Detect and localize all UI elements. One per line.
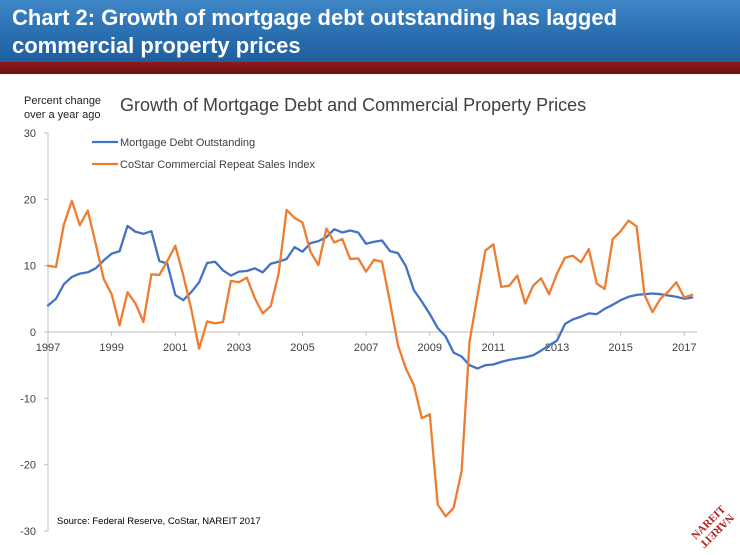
y-tick-label: -10	[20, 393, 36, 405]
series-line-0	[46, 224, 694, 370]
chart-title: Growth of Mortgage Debt and Commercial P…	[120, 95, 587, 115]
x-tick-label: 1997	[36, 342, 60, 354]
x-tick-label: 2009	[418, 342, 442, 354]
x-tick-label: 2005	[290, 342, 314, 354]
source-note: Source: Federal Reserve, CoStar, NAREIT …	[57, 516, 261, 527]
x-tick-label: 2017	[672, 342, 696, 354]
y-axis-label-line1: Percent change	[24, 95, 102, 107]
y-tick-label: 10	[24, 261, 36, 273]
y-tick-label: 30	[24, 128, 36, 140]
nareit-logo: NAREIT NAREIT	[690, 503, 736, 550]
legend-label-1: CoStar Commercial Repeat Sales Index	[120, 159, 316, 171]
banner-accent-bar	[0, 62, 740, 74]
y-tick-label: 20	[24, 194, 36, 206]
y-axis-label-line2: over a year ago	[24, 109, 101, 121]
y-tick-label: 0	[30, 327, 36, 339]
x-tick-label: 2011	[482, 342, 506, 354]
y-axis-label: Percent change over a year ago	[24, 94, 101, 122]
x-tick-label: 2015	[608, 342, 632, 354]
series-line-1	[46, 199, 694, 518]
title-banner: Chart 2: Growth of mortgage debt outstan…	[0, 0, 740, 62]
x-tick-label: 1999	[99, 342, 123, 354]
y-tick-label: -30	[20, 526, 36, 538]
banner-title: Chart 2: Growth of mortgage debt outstan…	[12, 5, 618, 58]
y-tick-label: -20	[20, 460, 36, 472]
legend-label-0: Mortgage Debt Outstanding	[120, 137, 255, 149]
x-tick-label: 2013	[545, 342, 569, 354]
x-tick-label: 2007	[354, 342, 378, 354]
x-tick-label: 2003	[227, 342, 251, 354]
x-tick-label: 2001	[163, 342, 187, 354]
